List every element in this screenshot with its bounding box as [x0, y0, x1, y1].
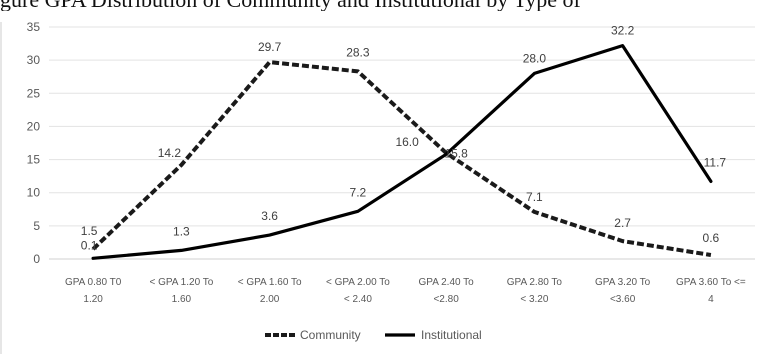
legend-label-community: Community [300, 328, 361, 342]
x-tick-label: GPA 0.80 T0 [65, 277, 122, 288]
data-label-institutional: 0.1 [81, 238, 98, 252]
data-label-community: 1.5 [81, 224, 98, 238]
data-label-community: 28.3 [346, 45, 370, 59]
data-label-community: 29.7 [258, 40, 282, 54]
y-tick-label: 10 [27, 186, 41, 200]
data-label-institutional: 32.2 [611, 24, 635, 38]
x-tick-label: < GPA 2.00 To [326, 277, 390, 288]
clipped-figure-title: gure GPA Distribution of Community and I… [0, 0, 769, 11]
data-labels: 1.5 14.2 29.7 28.3 16.0 7.1 2.7 0.6 0.1 1.3 3.6 7.2… [81, 24, 727, 253]
data-label-institutional: 28.0 [523, 51, 547, 65]
legend-label-institutional: Institutional [421, 328, 482, 342]
data-label-community: 2.7 [614, 216, 631, 230]
x-tick-label: 4 [708, 294, 714, 305]
x-tick-label: GPA 3.60 To <= [676, 277, 746, 288]
x-axis-ticks: GPA 0.80 T0 1.20 < GPA 1.20 To 1.60 < GPA 1.… [65, 277, 746, 305]
data-label-community: 0.6 [703, 231, 720, 245]
x-tick-label: 1.20 [83, 294, 103, 305]
series-lines [91, 43, 713, 260]
legend: Community Institutional [265, 328, 482, 342]
data-label-community: 14.2 [158, 146, 182, 160]
x-tick-label: 2.00 [260, 294, 280, 305]
y-tick-label: 35 [27, 20, 41, 34]
y-tick-label: 15 [27, 153, 41, 167]
x-tick-label: GPA 3.20 To [595, 277, 651, 288]
data-label-institutional: 11.7 [704, 155, 727, 169]
x-tick-label: < GPA 1.60 To [238, 277, 302, 288]
x-tick-label: < GPA 1.20 To [149, 277, 213, 288]
x-tick-label: < 2.40 [344, 294, 373, 305]
left-frame-border [0, 22, 2, 354]
x-tick-label: <2.80 [433, 294, 459, 305]
x-tick-label: GPA 2.80 To [507, 277, 563, 288]
data-label-community: 7.1 [526, 190, 543, 204]
x-tick-label: < 3.20 [520, 294, 549, 305]
gridlines [49, 26, 755, 260]
y-tick-label: 30 [27, 53, 41, 67]
data-label-institutional: 3.6 [261, 209, 278, 223]
y-tick-label: 25 [27, 86, 41, 100]
y-axis-ticks: 0 5 10 15 20 25 30 35 [27, 20, 41, 266]
y-tick-label: 20 [27, 119, 41, 133]
x-tick-label: <3.60 [610, 294, 636, 305]
data-label-institutional: 1.3 [173, 224, 190, 238]
y-tick-label: 0 [33, 252, 40, 266]
data-label-institutional: 15.8 [444, 146, 468, 160]
series-line-community [91, 60, 712, 257]
x-tick-label: 1.60 [172, 294, 192, 305]
data-label-institutional: 7.2 [350, 185, 367, 199]
data-label-community: 16.0 [395, 135, 419, 149]
x-tick-label: GPA 2.40 To [419, 277, 475, 288]
y-tick-label: 5 [33, 219, 40, 233]
series-line-institutional [91, 43, 713, 260]
